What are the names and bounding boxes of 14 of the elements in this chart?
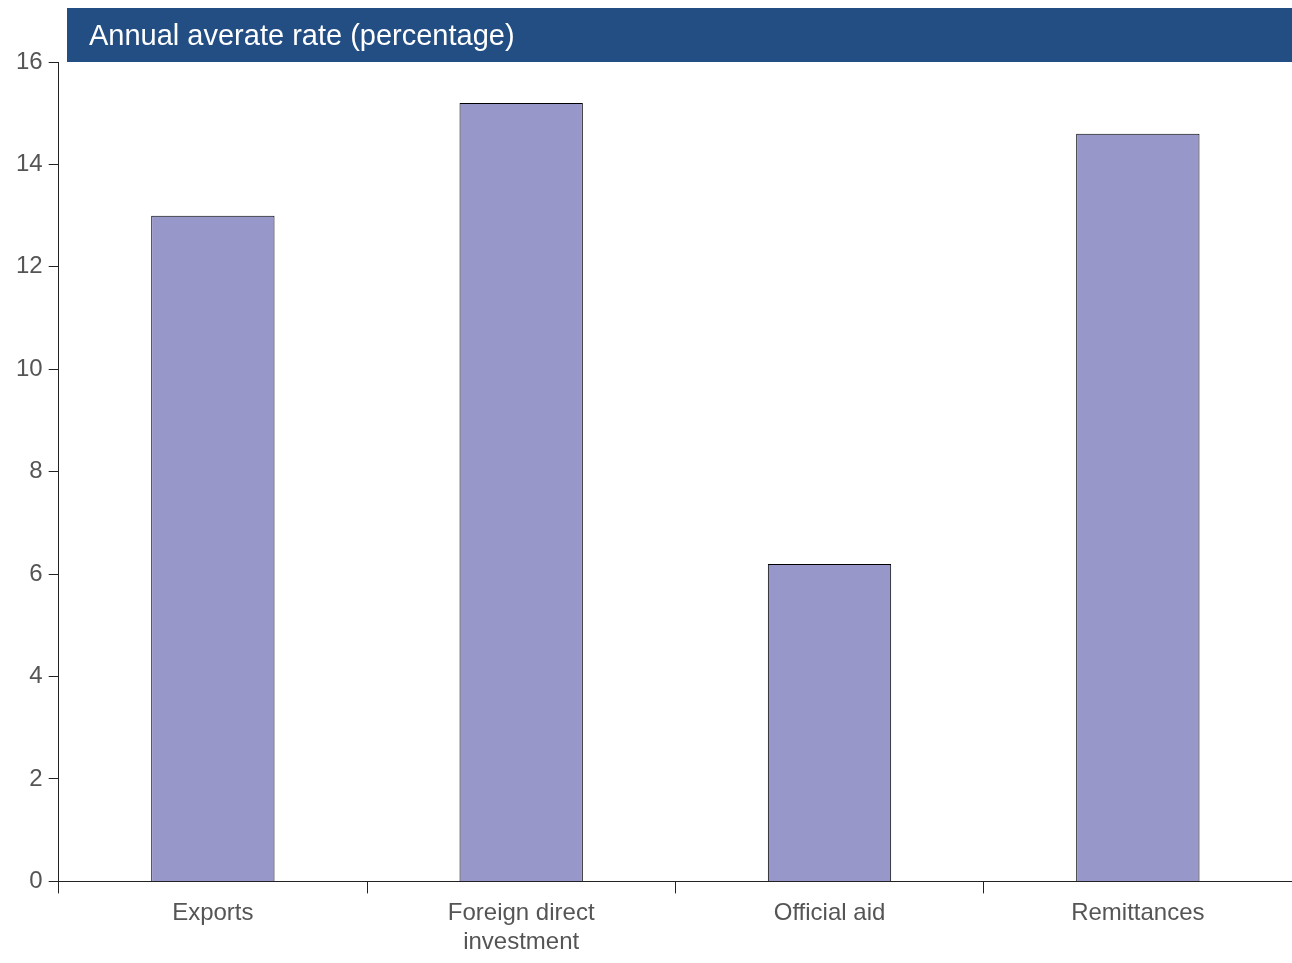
- y-tick-label: 14: [15, 149, 43, 177]
- x-tick-label: Exports: [172, 898, 254, 926]
- chart-title: Annual averate rate (percentage): [89, 19, 515, 52]
- x-tick-label: Official aid: [773, 898, 886, 926]
- y-tick-label: 4: [29, 661, 43, 689]
- y-tick-label: 6: [29, 558, 43, 586]
- x-tick-label: Remittances: [1071, 898, 1205, 926]
- y-tick-label: 0: [29, 866, 43, 894]
- y-tick-label: 2: [29, 763, 43, 791]
- y-tick-label: 10: [15, 353, 43, 381]
- x-tick-label: Foreign direct investment: [447, 898, 595, 955]
- y-tick-label: 16: [15, 46, 43, 74]
- y-tick-label: 8: [29, 456, 43, 484]
- y-tick-label: 12: [15, 251, 43, 279]
